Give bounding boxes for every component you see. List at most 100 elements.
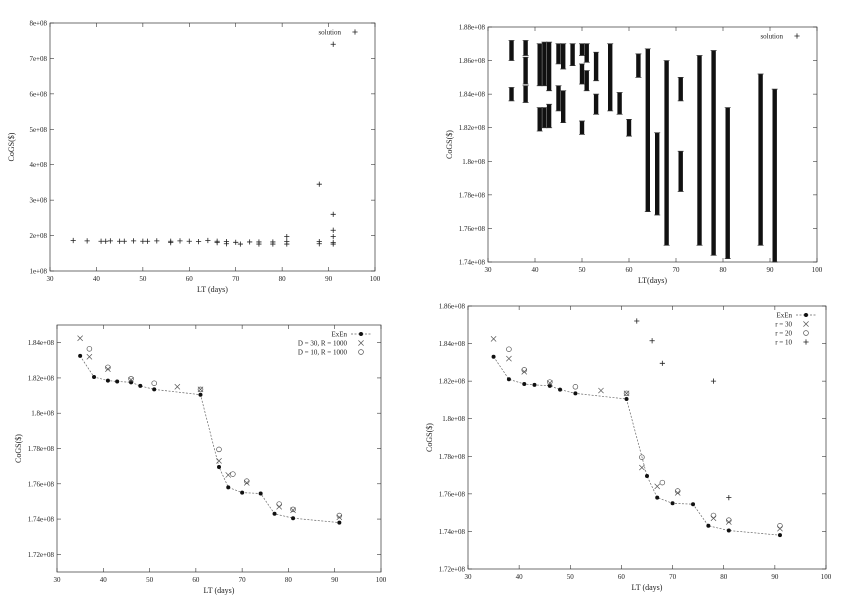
- plot-frame: [49, 22, 376, 272]
- x-tick-label: 60: [186, 275, 194, 283]
- data-point-band: [561, 43, 566, 69]
- data-point: [86, 353, 93, 360]
- data-point: [270, 241, 276, 247]
- data-point-band-edge: [626, 118, 632, 137]
- data-point-band: [523, 85, 528, 103]
- legend-marker: [359, 332, 363, 336]
- data-point-band-edge: [579, 120, 585, 135]
- data-point-band: [542, 42, 547, 86]
- data-point: [276, 501, 282, 507]
- chart-panel-bottom-right: 30 40 50 60 70 80 90 100 1.72e+08 1.74e+08 1.76e+0…: [425, 297, 850, 595]
- data-point: [186, 238, 192, 244]
- data-point: [654, 483, 661, 490]
- legend-marker: [358, 349, 364, 355]
- y-tick-label: 1.72e+08: [28, 551, 55, 559]
- data-point-band: [645, 48, 650, 212]
- x-tick-label: 90: [325, 275, 333, 283]
- data-point: [92, 375, 97, 380]
- x-tick-label: 70: [232, 275, 240, 283]
- x-tick-label: 80: [720, 573, 728, 581]
- data-point-band-edge: [663, 60, 670, 246]
- data-point: [659, 479, 666, 486]
- x-tick-label: 60: [626, 266, 634, 274]
- x-axis-label: LT (days): [204, 586, 235, 595]
- data-point: [639, 464, 645, 471]
- data-point: [284, 241, 290, 247]
- series-0: [78, 353, 342, 525]
- x-tick-label: 90: [331, 576, 339, 584]
- data-point-band: [523, 40, 528, 56]
- data-point: [547, 383, 552, 388]
- data-point: [144, 238, 151, 244]
- data-point: [230, 471, 236, 477]
- data-point: [197, 386, 204, 393]
- y-tick-label: 1.86e+08: [439, 303, 466, 311]
- data-point: [490, 336, 497, 342]
- x-tick-label: 60: [192, 576, 200, 584]
- data-point: [244, 478, 250, 484]
- x-tick-label: 80: [285, 576, 293, 584]
- data-point: [706, 523, 711, 528]
- x-tick-label: 30: [47, 275, 55, 283]
- plot-frame: [487, 26, 818, 263]
- data-point-band-edge: [508, 87, 515, 102]
- x-tick-label: 70: [239, 576, 247, 584]
- data-point-band-edge: [654, 132, 661, 216]
- y-axis-label: CoGS($): [445, 130, 454, 159]
- data-point: [337, 520, 342, 525]
- legend-marker: [803, 330, 809, 336]
- data-point-band: [546, 104, 552, 128]
- data-point-band: [617, 92, 622, 115]
- data-point: [128, 376, 134, 382]
- data-point: [330, 241, 336, 247]
- data-point: [237, 241, 243, 247]
- y-tick-label: 1.78e+08: [459, 191, 486, 199]
- data-point: [726, 517, 732, 523]
- legend-marker: [803, 321, 809, 327]
- series-2: [506, 346, 783, 529]
- data-point-band: [537, 43, 542, 86]
- chart-panel-top-right: 30 40 50 60 70 80 90 100 1.74e+08 1.76e+08 1.78e+0…: [425, 0, 850, 297]
- x-tick-label: 70: [669, 573, 677, 581]
- data-point: [130, 238, 137, 244]
- x-tick-label: 100: [821, 573, 832, 581]
- legend-label: ExEn: [776, 312, 792, 320]
- data-point: [336, 512, 343, 519]
- data-point-band: [570, 43, 575, 66]
- data-point: [103, 238, 109, 244]
- y-tick-label: 3e+08: [29, 197, 47, 205]
- series-2: [86, 346, 343, 519]
- legend-label: r = 10: [775, 339, 792, 347]
- x-tick-label: 80: [720, 266, 728, 274]
- legend-label: r = 20: [775, 330, 792, 338]
- data-point: [84, 238, 90, 244]
- data-point: [78, 353, 83, 358]
- data-point-band: [584, 70, 589, 91]
- data-point: [655, 495, 660, 500]
- data-point: [777, 533, 782, 538]
- data-point: [151, 380, 157, 386]
- series-0: [491, 354, 782, 538]
- data-point: [243, 480, 250, 486]
- legend-marker: [352, 29, 358, 35]
- data-point: [725, 519, 732, 525]
- data-point: [330, 211, 336, 217]
- data-point: [152, 387, 157, 392]
- y-tick-label: 1.84e+08: [459, 91, 486, 99]
- series-0: [70, 41, 336, 247]
- data-point: [691, 502, 696, 507]
- data-point: [645, 474, 649, 479]
- data-point: [140, 238, 146, 244]
- data-point: [223, 241, 230, 247]
- y-tick-label: 1.8e+08: [31, 410, 54, 418]
- y-tick-label: 7e+08: [29, 55, 47, 63]
- x-tick-label: 30: [54, 576, 62, 584]
- y-tick-label: 1.74e+08: [28, 516, 55, 524]
- x-tick-label: 30: [465, 573, 473, 581]
- data-point-band: [593, 94, 599, 115]
- data-point: [284, 234, 290, 240]
- data-point: [105, 364, 111, 371]
- data-point-band-edge: [757, 73, 764, 246]
- data-point: [214, 240, 220, 246]
- data-point: [105, 366, 111, 372]
